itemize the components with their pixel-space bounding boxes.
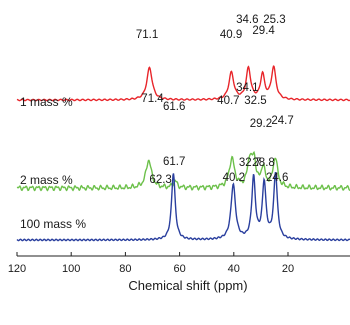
peak-label: 40.7 (217, 95, 239, 107)
series-label: 100 mass % (20, 217, 86, 231)
peak-label: 29.2 (250, 118, 272, 130)
peak-label: 24.7 (271, 115, 293, 127)
x-tick-label: 120 (8, 263, 26, 275)
peak-label: 34.1 (236, 82, 258, 94)
series-label: 1 mass % (20, 95, 73, 109)
series-labels-group: 1 mass % 2 mass % 100 mass % (20, 95, 86, 231)
peak-label: 29.4 (252, 25, 275, 37)
x-tick-label: 20 (282, 263, 294, 275)
x-axis-title: Chemical shift (ppm) (128, 278, 247, 293)
peak-label: 28.8 (252, 157, 274, 169)
x-tick-label: 60 (173, 263, 185, 275)
peak-label: 71.1 (136, 29, 158, 41)
x-tick-label: 40 (228, 263, 240, 275)
x-tick-label: 100 (62, 263, 80, 275)
x-axis-ticks: 120 100 80 60 40 20 (8, 252, 294, 275)
peak-label: 40.9 (220, 29, 242, 41)
peak-label: 71.4 (141, 93, 164, 105)
peak-label: 24.6 (266, 172, 288, 184)
peak-label: 61.7 (163, 156, 185, 168)
peak-label: 40.2 (223, 172, 245, 184)
peak-labels-group: 71.161.640.934.629.425.371.461.740.734.1… (136, 14, 294, 186)
peak-label: 61.6 (163, 101, 185, 113)
x-tick-label: 80 (119, 263, 131, 275)
spectra-group (17, 66, 350, 240)
peak-label: 25.3 (263, 14, 285, 26)
peak-label: 62.3 (149, 174, 171, 186)
series-label: 2 mass % (20, 173, 73, 187)
peak-label: 32.5 (244, 95, 266, 107)
